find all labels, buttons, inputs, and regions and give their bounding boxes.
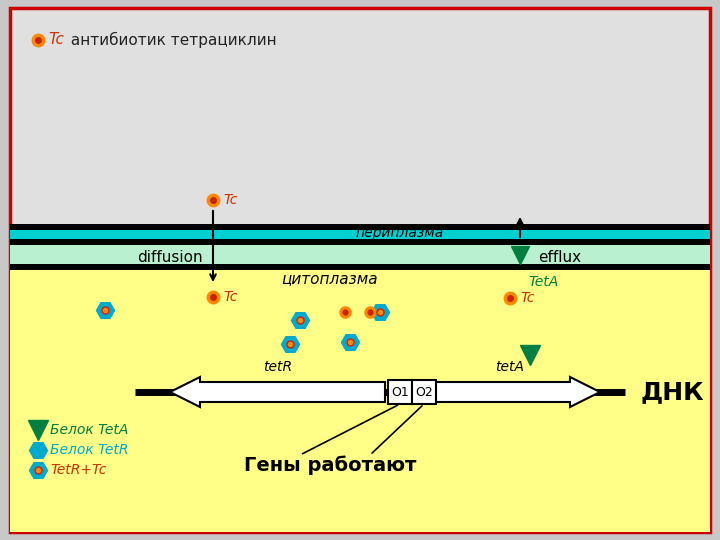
- Bar: [412, 380, 436, 404]
- Text: Tc: Tc: [223, 193, 238, 207]
- Text: Белок TetA: Белок TetA: [50, 423, 128, 437]
- Text: TetA: TetA: [528, 275, 558, 289]
- Bar: [10, 239, 710, 245]
- Bar: [10, 230, 710, 239]
- Bar: [10, 270, 710, 532]
- Text: Tc: Tc: [520, 291, 534, 305]
- Text: Tc: Tc: [48, 32, 64, 48]
- Text: периплазма: периплазма: [356, 226, 444, 240]
- Text: Белок TetR: Белок TetR: [50, 443, 128, 457]
- FancyArrow shape: [170, 377, 385, 407]
- Text: TetR+Tc: TetR+Tc: [50, 463, 107, 477]
- Text: tetR: tetR: [263, 360, 292, 374]
- Text: ДНК: ДНК: [640, 380, 703, 404]
- Text: efflux: efflux: [539, 251, 582, 266]
- FancyArrow shape: [420, 377, 600, 407]
- Text: O1: O1: [391, 386, 409, 399]
- Text: tetA: tetA: [495, 360, 524, 374]
- Bar: [10, 264, 710, 270]
- Text: цитоплазма: цитоплазма: [282, 272, 378, 287]
- Text: diffusion: diffusion: [138, 251, 203, 266]
- Text: O2: O2: [415, 386, 433, 399]
- Text: Tc: Tc: [223, 290, 238, 304]
- Text: антибиотик тетрациклин: антибиотик тетрациклин: [66, 32, 276, 48]
- Text: Гены работают: Гены работают: [244, 455, 416, 475]
- Bar: [10, 224, 710, 230]
- Bar: [388, 380, 412, 404]
- Bar: [10, 245, 710, 264]
